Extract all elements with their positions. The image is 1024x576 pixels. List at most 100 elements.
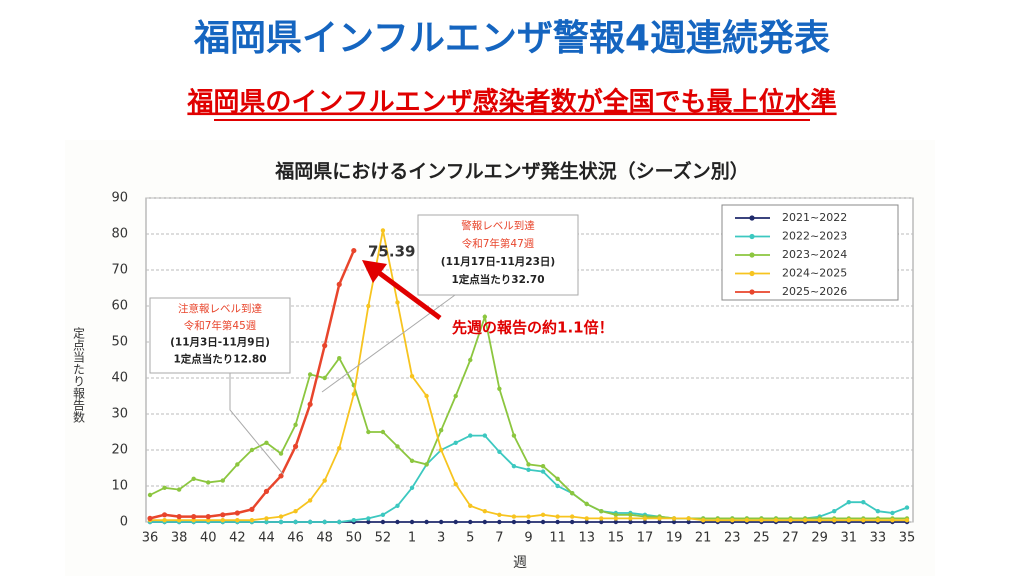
data-point xyxy=(206,518,211,523)
data-point xyxy=(307,519,313,525)
x-tick-label: 52 xyxy=(375,531,392,546)
y-tick-label: 50 xyxy=(111,335,128,350)
data-point xyxy=(191,518,196,523)
data-point xyxy=(730,518,735,523)
data-point xyxy=(409,519,415,525)
data-point xyxy=(657,519,662,525)
callout-text: 1定点当たり12.80 xyxy=(173,352,266,365)
callout-box xyxy=(149,297,291,374)
data-point xyxy=(788,518,793,523)
data-point xyxy=(366,429,371,435)
x-tick-label: 50 xyxy=(346,531,363,546)
y-tick-label: 80 xyxy=(111,227,128,242)
data-point xyxy=(147,492,153,498)
data-point xyxy=(322,343,328,349)
data-point xyxy=(453,482,458,487)
x-tick-label: 44 xyxy=(258,531,275,546)
data-point xyxy=(395,300,400,305)
x-tick-label: 31 xyxy=(840,531,857,546)
x-tick-label: 48 xyxy=(316,531,333,546)
data-point xyxy=(802,518,808,523)
data-point xyxy=(424,519,429,525)
data-point xyxy=(904,518,910,523)
x-tick-label: 23 xyxy=(724,531,741,546)
data-point xyxy=(395,444,400,449)
x-tick-label: 38 xyxy=(171,531,188,546)
data-point xyxy=(890,510,895,516)
data-point xyxy=(191,476,196,481)
data-point xyxy=(715,518,720,523)
data-point xyxy=(657,516,662,521)
data-point xyxy=(468,519,473,525)
y-tick-label: 20 xyxy=(111,443,128,458)
data-point xyxy=(176,487,182,492)
x-tick-label: 1 xyxy=(408,531,416,546)
data-point xyxy=(759,518,764,523)
data-point xyxy=(220,478,225,483)
data-point xyxy=(540,464,546,469)
x-tick-label: 33 xyxy=(870,531,887,546)
x-tick-label: 7 xyxy=(495,531,503,546)
data-point xyxy=(613,512,619,517)
y-tick-label: 70 xyxy=(111,263,128,278)
data-point xyxy=(424,393,429,399)
data-point xyxy=(278,473,284,479)
data-point xyxy=(336,281,342,287)
y-tick-label: 40 xyxy=(111,371,128,386)
data-point xyxy=(453,519,458,525)
legend-marker xyxy=(749,270,755,277)
data-point xyxy=(293,519,298,525)
data-point xyxy=(409,374,415,379)
callout-text: (11月17日-11月23日) xyxy=(441,256,555,268)
data-point xyxy=(875,509,881,514)
data-point xyxy=(205,514,211,520)
data-point xyxy=(497,512,502,517)
data-point xyxy=(526,462,531,467)
data-point xyxy=(468,357,473,363)
data-point xyxy=(540,469,546,474)
y-tick-label: 90 xyxy=(111,191,128,206)
callout-leader xyxy=(229,373,284,475)
callout-text: 1定点当たり32.70 xyxy=(451,273,544,286)
data-point xyxy=(642,519,648,525)
data-point xyxy=(628,512,633,517)
data-point xyxy=(671,516,677,521)
data-point xyxy=(395,503,400,508)
data-point xyxy=(395,519,400,525)
callout-box xyxy=(417,214,579,296)
data-point xyxy=(511,514,517,519)
data-point xyxy=(569,519,575,525)
x-tick-label: 17 xyxy=(637,531,654,546)
data-point xyxy=(613,519,619,525)
data-point xyxy=(162,485,167,490)
data-point xyxy=(337,519,342,525)
data-point xyxy=(307,401,313,407)
data-point xyxy=(162,518,167,523)
data-point xyxy=(584,501,589,507)
data-point xyxy=(438,519,444,525)
x-tick-label: 9 xyxy=(524,531,532,546)
data-point xyxy=(249,447,255,453)
data-point xyxy=(526,467,531,472)
data-point xyxy=(468,433,473,438)
data-point xyxy=(307,372,313,377)
data-point xyxy=(555,514,560,519)
data-point xyxy=(438,428,444,433)
x-tick-label: 42 xyxy=(229,531,246,546)
x-tick-label: 19 xyxy=(666,531,683,546)
x-tick-label: 11 xyxy=(549,531,566,546)
data-point xyxy=(453,393,458,399)
data-point xyxy=(278,514,284,519)
data-point xyxy=(628,519,633,525)
data-point xyxy=(220,518,225,523)
data-point xyxy=(511,464,517,469)
data-point xyxy=(700,518,706,523)
data-point xyxy=(642,516,648,521)
data-point xyxy=(235,462,240,467)
data-point xyxy=(540,519,546,525)
data-point xyxy=(147,515,153,522)
data-point xyxy=(861,500,866,505)
data-point xyxy=(380,429,386,435)
data-point xyxy=(584,516,589,521)
